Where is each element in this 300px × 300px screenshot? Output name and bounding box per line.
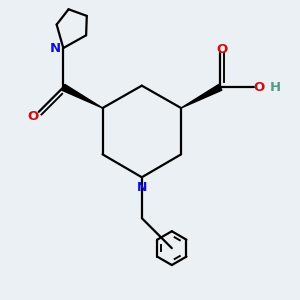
Text: O: O bbox=[216, 43, 228, 56]
Polygon shape bbox=[181, 84, 222, 108]
Text: N: N bbox=[136, 181, 147, 194]
Polygon shape bbox=[62, 84, 103, 108]
Text: O: O bbox=[254, 81, 265, 94]
Text: O: O bbox=[28, 110, 39, 123]
Text: H: H bbox=[269, 81, 281, 94]
Text: N: N bbox=[50, 41, 61, 55]
